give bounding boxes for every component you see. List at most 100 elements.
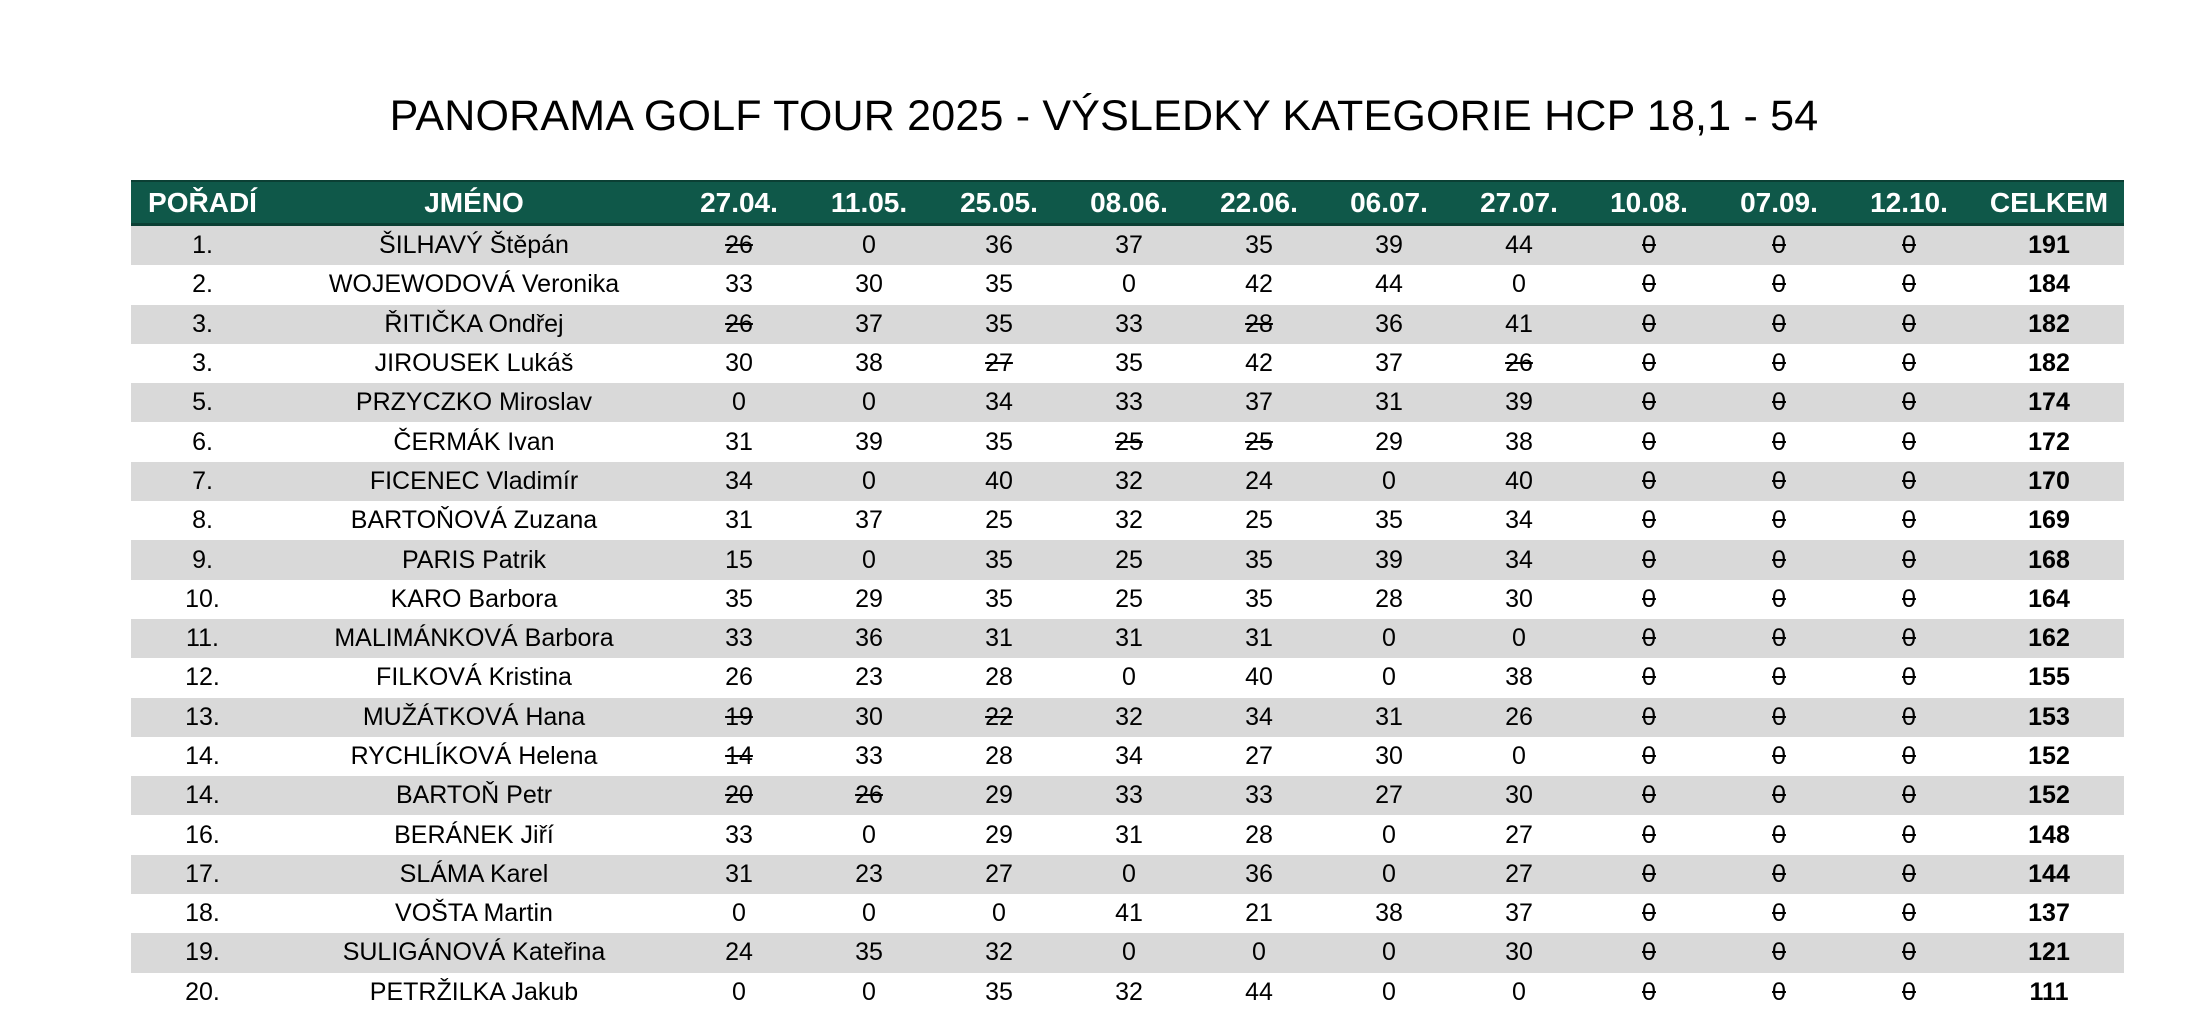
score-cell: 23 xyxy=(804,854,934,895)
rank-cell: 19. xyxy=(131,933,274,973)
score-cell: 27 xyxy=(934,854,1064,895)
player-name-cell: ČERMÁK Ivan xyxy=(274,422,674,462)
score-cell: 40 xyxy=(1454,461,1584,502)
score-cell: 38 xyxy=(1454,422,1584,462)
rank-cell: 18. xyxy=(131,894,274,934)
score-cell: 0 xyxy=(1324,933,1454,973)
score-cell: 0 xyxy=(1584,854,1714,895)
total-cell: 148 xyxy=(1974,815,2124,855)
score-cell: 0 xyxy=(1714,461,1844,502)
score-cell: 39 xyxy=(1324,224,1454,266)
page-title: PANORAMA GOLF TOUR 2025 - VÝSLEDKY KATEG… xyxy=(389,92,1819,140)
total-cell: 172 xyxy=(1974,422,2124,462)
score-cell: 0 xyxy=(1844,933,1974,973)
player-name-cell: VOŠTA Martin xyxy=(274,894,674,934)
score-cell: 0 xyxy=(1064,933,1194,973)
score-cell: 0 xyxy=(674,383,804,423)
score-cell: 39 xyxy=(1324,540,1454,580)
header-total: CELKEM xyxy=(1974,180,2124,226)
player-name-cell: MALIMÁNKOVÁ Barbora xyxy=(274,618,674,659)
player-name-cell: BARTOŇOVÁ Zuzana xyxy=(274,501,674,541)
score-cell: 26 xyxy=(674,658,804,698)
score-cell: 0 xyxy=(1714,579,1844,619)
results-body: 1. ŠILHAVÝ Štěpán 26 0 36 37 35 39 44 0 0 0 191 2. WOJ… xyxy=(131,224,2124,1012)
player-name-cell: FILKOVÁ Kristina xyxy=(274,658,674,698)
score-cell: 32 xyxy=(1064,697,1194,737)
score-cell: 0 xyxy=(674,972,804,1012)
rank-cell: 14. xyxy=(131,776,274,816)
score-cell: 35 xyxy=(934,304,1064,344)
score-cell: 0 xyxy=(804,815,934,855)
player-name-cell: SULIGÁNOVÁ Kateřina xyxy=(274,933,674,973)
score-cell: 27 xyxy=(1324,776,1454,816)
score-cell: 32 xyxy=(1064,501,1194,541)
score-cell: 44 xyxy=(1194,972,1324,1012)
score-cell: 0 xyxy=(1714,854,1844,895)
table-row: 14. BARTOŇ Petr 20 26 29 33 33 27 30 0 0 0 152 xyxy=(131,776,2124,816)
score-cell: 36 xyxy=(1194,854,1324,895)
total-cell: 169 xyxy=(1974,501,2124,541)
score-cell: 38 xyxy=(1454,658,1584,698)
score-cell: 0 xyxy=(1584,815,1714,855)
player-name-cell: PETRŽILKA Jakub xyxy=(274,972,674,1012)
score-cell: 0 xyxy=(1584,736,1714,777)
rank-cell: 7. xyxy=(131,461,274,502)
rank-cell: 17. xyxy=(131,854,274,895)
header-name: JMÉNO xyxy=(274,180,674,226)
player-name-cell: ŠILHAVÝ Štěpán xyxy=(274,224,674,266)
rank-cell: 2. xyxy=(131,265,274,305)
player-name-cell: BARTOŇ Petr xyxy=(274,776,674,816)
table-row: 10. KARO Barbora 35 29 35 25 35 28 30 0 0 0 164 xyxy=(131,579,2124,619)
score-cell: 29 xyxy=(934,815,1064,855)
score-cell: 0 xyxy=(1584,304,1714,344)
score-cell: 0 xyxy=(1584,776,1714,816)
score-cell: 0 xyxy=(1194,933,1324,973)
table-row: 18. VOŠTA Martin 0 0 0 41 21 38 37 0 0 0 137 xyxy=(131,894,2124,934)
score-cell: 31 xyxy=(674,501,804,541)
table-row: 13. MUŽÁTKOVÁ Hana 19 30 22 32 34 31 26 0 0 0 153 xyxy=(131,697,2124,737)
player-name-cell: BERÁNEK Jiří xyxy=(274,815,674,855)
rank-cell: 3. xyxy=(131,343,274,384)
table-row: 17. SLÁMA Karel 31 23 27 0 36 0 27 0 0 0 144 xyxy=(131,854,2124,895)
total-cell: 174 xyxy=(1974,383,2124,423)
score-cell: 44 xyxy=(1324,265,1454,305)
score-cell: 0 xyxy=(1844,697,1974,737)
score-cell: 0 xyxy=(1324,618,1454,659)
score-cell: 0 xyxy=(1064,265,1194,305)
score-cell: 0 xyxy=(804,894,934,934)
table-row: 11. MALIMÁNKOVÁ Barbora 33 36 31 31 31 0 0 0 0 0 162 xyxy=(131,618,2124,659)
score-cell: 26 xyxy=(674,224,804,266)
score-cell: 27 xyxy=(1194,736,1324,777)
score-cell: 25 xyxy=(1194,422,1324,462)
score-cell: 38 xyxy=(804,343,934,384)
score-cell: 0 xyxy=(1714,776,1844,816)
score-cell: 27 xyxy=(1454,815,1584,855)
score-cell: 0 xyxy=(1584,972,1714,1012)
score-cell: 33 xyxy=(1194,776,1324,816)
score-cell: 24 xyxy=(674,933,804,973)
score-cell: 25 xyxy=(1194,501,1324,541)
rank-cell: 8. xyxy=(131,501,274,541)
player-name-cell: FICENEC Vladimír xyxy=(274,461,674,502)
player-name-cell: SLÁMA Karel xyxy=(274,854,674,895)
score-cell: 0 xyxy=(1584,383,1714,423)
score-cell: 35 xyxy=(674,579,804,619)
score-cell: 27 xyxy=(1454,854,1584,895)
score-cell: 34 xyxy=(674,461,804,502)
score-cell: 35 xyxy=(1194,224,1324,266)
total-cell: 184 xyxy=(1974,265,2124,305)
score-cell: 0 xyxy=(1064,854,1194,895)
score-cell: 31 xyxy=(1324,697,1454,737)
score-cell: 0 xyxy=(1844,972,1974,1012)
total-cell: 152 xyxy=(1974,776,2124,816)
table-row: 14. RYCHLÍKOVÁ Helena 14 33 28 34 27 30 0 0 0 0 152 xyxy=(131,736,2124,777)
table-row: 3. ŘITIČKA Ondřej 26 37 35 33 28 36 41 0 0 0 182 xyxy=(131,304,2124,344)
score-cell: 15 xyxy=(674,540,804,580)
score-cell: 30 xyxy=(674,343,804,384)
score-cell: 0 xyxy=(1844,501,1974,541)
score-cell: 0 xyxy=(1844,658,1974,698)
score-cell: 22 xyxy=(934,697,1064,737)
score-cell: 35 xyxy=(1194,540,1324,580)
header-date: 11.05. xyxy=(804,180,934,226)
rank-cell: 6. xyxy=(131,422,274,462)
